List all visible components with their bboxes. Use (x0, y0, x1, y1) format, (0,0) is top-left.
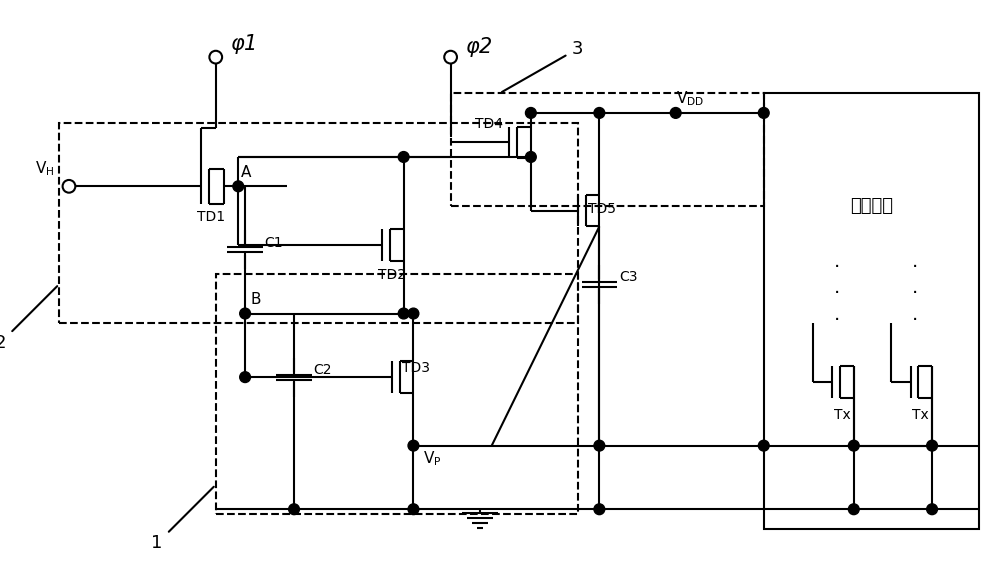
Circle shape (594, 504, 605, 515)
Circle shape (408, 504, 419, 515)
Text: V$_\mathsf{H}$: V$_\mathsf{H}$ (35, 159, 54, 178)
Text: TD1: TD1 (197, 210, 225, 224)
Circle shape (848, 504, 859, 515)
Circle shape (408, 308, 419, 319)
Circle shape (848, 440, 859, 451)
Text: TD3: TD3 (402, 361, 430, 376)
Circle shape (398, 308, 409, 319)
Circle shape (233, 181, 244, 192)
Circle shape (594, 440, 605, 451)
Circle shape (927, 504, 937, 515)
Circle shape (758, 107, 769, 119)
Text: 3: 3 (572, 40, 584, 58)
Text: C3: C3 (619, 270, 637, 284)
Bar (59, 123, 578, 324)
Circle shape (444, 51, 457, 64)
Bar (216, 274, 578, 514)
Circle shape (398, 152, 409, 162)
Circle shape (927, 440, 937, 451)
Circle shape (525, 107, 536, 119)
Text: A: A (241, 165, 252, 179)
Text: $\varphi$1: $\varphi$1 (230, 33, 256, 57)
Text: ·
·
·: · · · (912, 258, 919, 330)
Circle shape (240, 372, 250, 383)
Text: Tx: Tx (834, 408, 850, 422)
Text: TD5: TD5 (588, 201, 616, 215)
Circle shape (525, 152, 536, 162)
Text: Tx: Tx (912, 408, 929, 422)
Text: 2: 2 (0, 334, 6, 352)
Text: ·
·
·: · · · (834, 258, 840, 330)
Text: V$_\mathsf{P}$: V$_\mathsf{P}$ (423, 449, 442, 468)
Circle shape (209, 51, 222, 64)
Text: B: B (250, 292, 261, 307)
Circle shape (758, 440, 769, 451)
Bar (451, 93, 764, 206)
Text: V$_\mathsf{DD}$: V$_\mathsf{DD}$ (676, 89, 704, 108)
Text: TD4: TD4 (475, 117, 503, 131)
Text: TD2: TD2 (378, 268, 406, 282)
Circle shape (670, 107, 681, 119)
Bar (764, 93, 979, 529)
Circle shape (289, 504, 299, 515)
Text: 设备电路: 设备电路 (850, 197, 893, 215)
Text: $\varphi$2: $\varphi$2 (465, 36, 493, 60)
Text: C1: C1 (265, 236, 283, 250)
Circle shape (594, 107, 605, 119)
Circle shape (240, 308, 250, 319)
Text: C2: C2 (314, 363, 332, 377)
Circle shape (63, 180, 75, 193)
Text: 1: 1 (151, 534, 163, 552)
Circle shape (408, 440, 419, 451)
